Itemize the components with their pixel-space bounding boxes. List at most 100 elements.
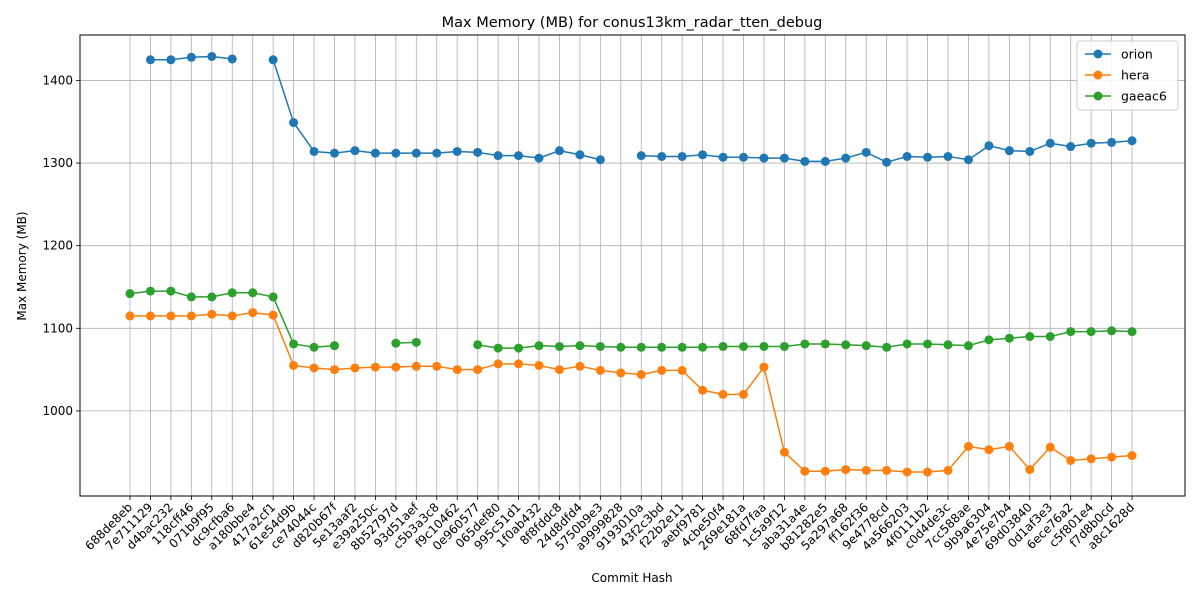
data-point: [125, 289, 135, 299]
data-point: [657, 342, 667, 352]
data-point: [391, 362, 401, 372]
data-point: [841, 153, 851, 163]
data-point: [432, 361, 442, 371]
data-point: [984, 141, 994, 151]
data-point: [698, 385, 708, 395]
legend-swatch-marker: [1093, 70, 1103, 80]
data-point: [145, 311, 155, 321]
y-tick-label: 1200: [42, 239, 73, 253]
y-axis: 1000 1100 1200 1300 1400: [42, 73, 80, 418]
data-point: [289, 339, 299, 349]
data-point: [677, 365, 687, 375]
legend-box: [1076, 40, 1179, 111]
data-point: [800, 339, 810, 349]
data-point: [718, 341, 728, 351]
series-layer: [125, 51, 1137, 477]
data-point: [963, 155, 973, 165]
data-point: [207, 292, 217, 302]
y-axis-label: Max Memory (MB): [15, 211, 29, 320]
data-point: [841, 465, 851, 475]
data-point: [1004, 146, 1014, 156]
data-point: [677, 151, 687, 161]
data-point: [227, 311, 237, 321]
x-axis-label: Commit Hash: [591, 571, 672, 585]
data-point: [841, 340, 851, 350]
data-point: [1086, 454, 1096, 464]
data-point: [902, 151, 912, 161]
data-point: [493, 343, 503, 353]
y-tick-label: 1300: [42, 156, 73, 170]
legend: orion hera gaeac6: [1076, 40, 1179, 111]
data-point: [166, 311, 176, 321]
data-point: [963, 441, 973, 451]
data-point: [432, 148, 442, 158]
data-point: [350, 363, 360, 373]
data-point: [595, 155, 605, 165]
legend-entry-orion: orion: [1121, 47, 1153, 62]
data-point: [820, 156, 830, 166]
data-point: [1004, 441, 1014, 451]
data-point: [759, 153, 769, 163]
data-point: [1025, 465, 1035, 475]
legend-swatch-marker: [1093, 49, 1103, 59]
series-orion: [145, 51, 1137, 167]
data-point: [289, 118, 299, 128]
legend-entry-gaeac6: gaeac6: [1121, 89, 1167, 104]
data-point: [473, 340, 483, 350]
data-point: [575, 361, 585, 371]
data-point: [595, 341, 605, 351]
data-point: [350, 146, 360, 156]
data-point: [820, 339, 830, 349]
data-point: [1086, 327, 1096, 337]
data-point: [370, 362, 380, 372]
data-point: [636, 342, 646, 352]
data-point: [207, 309, 217, 319]
data-point: [1107, 137, 1117, 147]
data-point: [861, 465, 871, 475]
data-point: [1045, 442, 1055, 452]
data-point: [820, 466, 830, 476]
grid: [80, 35, 1185, 496]
data-point: [268, 310, 278, 320]
data-point: [554, 146, 564, 156]
data-point: [1127, 136, 1137, 146]
data-point: [616, 368, 626, 378]
chart-title: Max Memory (MB) for conus13km_radar_tten…: [442, 15, 823, 31]
data-point: [943, 340, 953, 350]
data-point: [943, 465, 953, 475]
plot-area: [79, 34, 1186, 497]
data-point: [145, 55, 155, 65]
data-point: [1127, 451, 1137, 461]
data-point: [1066, 327, 1076, 337]
data-point: [1066, 142, 1076, 152]
data-point: [575, 341, 585, 351]
data-point: [779, 341, 789, 351]
data-point: [514, 151, 524, 161]
data-point: [923, 152, 933, 162]
data-point: [411, 337, 421, 347]
legend-entry-hera: hera: [1121, 68, 1149, 83]
data-point: [227, 54, 237, 64]
data-point: [698, 342, 708, 352]
data-point: [1127, 327, 1137, 337]
data-point: [800, 466, 810, 476]
data-point: [963, 341, 973, 351]
data-point: [1107, 452, 1117, 462]
data-point: [166, 286, 176, 296]
data-point: [616, 342, 626, 352]
data-point: [166, 55, 176, 65]
data-point: [554, 365, 564, 375]
data-point: [1086, 138, 1096, 148]
data-point: [657, 365, 667, 375]
data-point: [309, 342, 319, 352]
data-point: [923, 467, 933, 477]
y-tick-label: 1100: [42, 321, 73, 335]
data-point: [391, 338, 401, 348]
data-point: [330, 365, 339, 375]
data-point: [391, 148, 401, 158]
data-point: [759, 362, 769, 372]
data-point: [370, 148, 380, 158]
data-point: [698, 150, 708, 160]
data-point: [739, 341, 748, 351]
data-point: [739, 152, 748, 162]
